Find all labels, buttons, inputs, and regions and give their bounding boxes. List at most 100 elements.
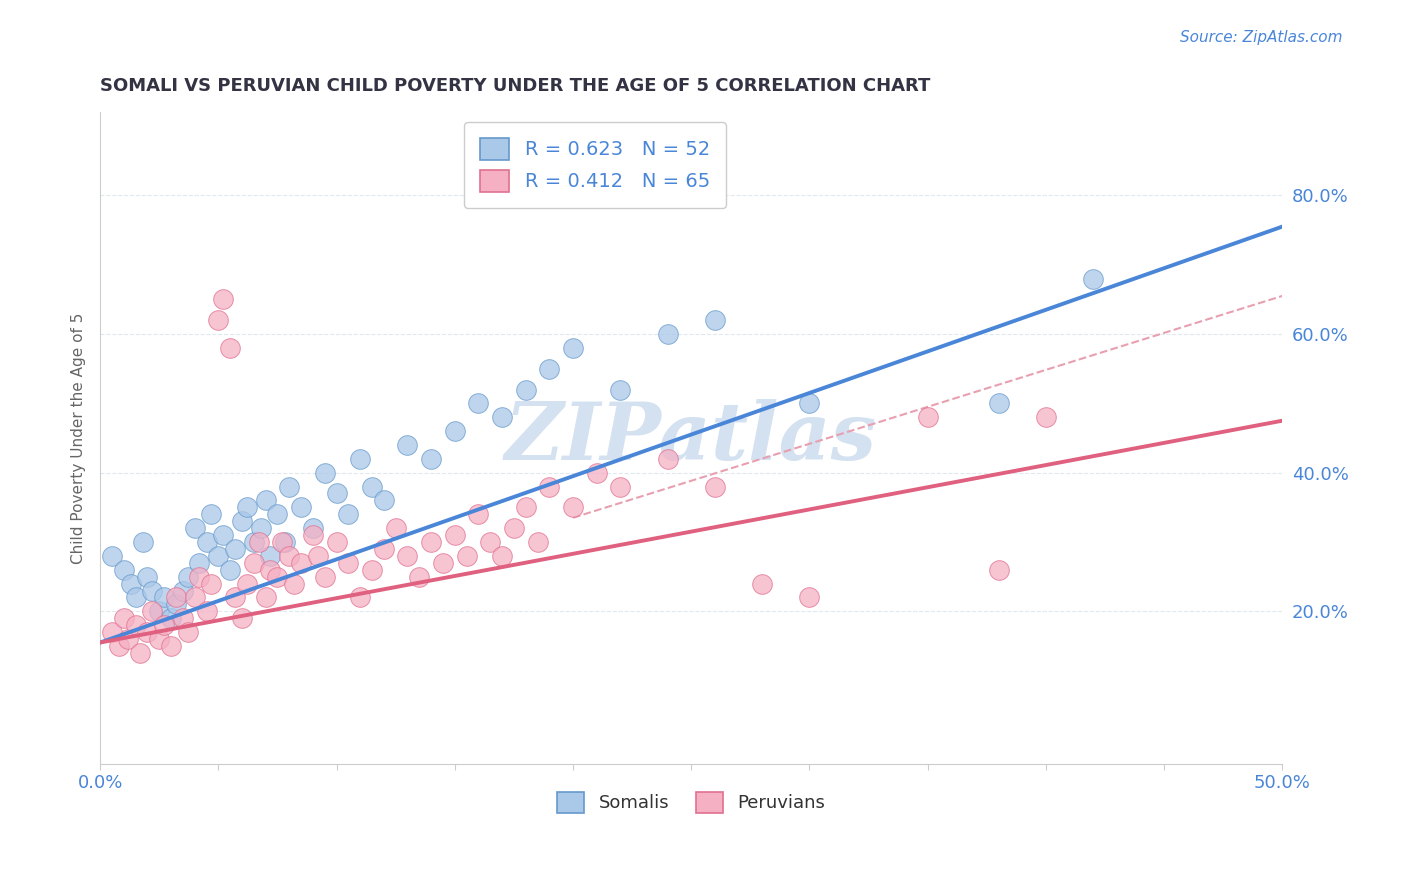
- Point: [224, 591, 246, 605]
- Point: [325, 535, 347, 549]
- Point: [247, 535, 270, 549]
- Point: [283, 576, 305, 591]
- Point: [443, 528, 465, 542]
- Point: [278, 479, 301, 493]
- Point: [751, 576, 773, 591]
- Point: [703, 313, 725, 327]
- Point: [290, 500, 312, 515]
- Point: [124, 591, 146, 605]
- Point: [502, 521, 524, 535]
- Point: [337, 508, 360, 522]
- Point: [212, 528, 235, 542]
- Point: [373, 541, 395, 556]
- Point: [271, 535, 294, 549]
- Point: [467, 508, 489, 522]
- Point: [361, 479, 384, 493]
- Legend: Somalis, Peruvians: Somalis, Peruvians: [550, 785, 832, 820]
- Point: [136, 625, 159, 640]
- Point: [585, 466, 607, 480]
- Point: [212, 293, 235, 307]
- Point: [231, 611, 253, 625]
- Point: [131, 535, 153, 549]
- Point: [290, 556, 312, 570]
- Point: [172, 611, 194, 625]
- Point: [325, 486, 347, 500]
- Point: [183, 521, 205, 535]
- Point: [609, 479, 631, 493]
- Point: [266, 569, 288, 583]
- Point: [188, 556, 211, 570]
- Point: [250, 521, 273, 535]
- Point: [108, 639, 131, 653]
- Point: [456, 549, 478, 563]
- Point: [526, 535, 548, 549]
- Point: [243, 535, 266, 549]
- Point: [396, 438, 419, 452]
- Point: [148, 632, 170, 646]
- Point: [219, 341, 242, 355]
- Point: [384, 521, 406, 535]
- Point: [562, 500, 585, 515]
- Point: [141, 583, 163, 598]
- Point: [165, 591, 187, 605]
- Point: [443, 424, 465, 438]
- Point: [124, 618, 146, 632]
- Point: [160, 639, 183, 653]
- Point: [420, 535, 443, 549]
- Point: [349, 451, 371, 466]
- Point: [307, 549, 329, 563]
- Point: [195, 535, 218, 549]
- Point: [314, 569, 336, 583]
- Point: [1081, 271, 1104, 285]
- Point: [231, 514, 253, 528]
- Point: [491, 549, 513, 563]
- Point: [235, 500, 257, 515]
- Point: [538, 361, 561, 376]
- Point: [165, 598, 187, 612]
- Point: [373, 493, 395, 508]
- Point: [337, 556, 360, 570]
- Point: [799, 396, 821, 410]
- Point: [101, 549, 124, 563]
- Point: [195, 604, 218, 618]
- Point: [254, 493, 277, 508]
- Point: [235, 576, 257, 591]
- Point: [479, 535, 502, 549]
- Point: [183, 591, 205, 605]
- Point: [200, 508, 222, 522]
- Point: [172, 583, 194, 598]
- Point: [432, 556, 454, 570]
- Point: [207, 549, 229, 563]
- Text: Source: ZipAtlas.com: Source: ZipAtlas.com: [1180, 30, 1343, 45]
- Point: [266, 508, 288, 522]
- Point: [491, 410, 513, 425]
- Point: [224, 541, 246, 556]
- Point: [987, 563, 1010, 577]
- Point: [917, 410, 939, 425]
- Point: [148, 604, 170, 618]
- Point: [349, 591, 371, 605]
- Point: [141, 604, 163, 618]
- Point: [278, 549, 301, 563]
- Point: [120, 576, 142, 591]
- Point: [987, 396, 1010, 410]
- Point: [1035, 410, 1057, 425]
- Point: [538, 479, 561, 493]
- Point: [129, 646, 152, 660]
- Point: [243, 556, 266, 570]
- Point: [117, 632, 139, 646]
- Point: [136, 569, 159, 583]
- Point: [200, 576, 222, 591]
- Point: [219, 563, 242, 577]
- Point: [176, 625, 198, 640]
- Point: [188, 569, 211, 583]
- Point: [112, 563, 135, 577]
- Point: [207, 313, 229, 327]
- Point: [515, 383, 537, 397]
- Point: [259, 549, 281, 563]
- Point: [396, 549, 419, 563]
- Point: [254, 591, 277, 605]
- Point: [302, 528, 325, 542]
- Point: [112, 611, 135, 625]
- Text: SOMALI VS PERUVIAN CHILD POVERTY UNDER THE AGE OF 5 CORRELATION CHART: SOMALI VS PERUVIAN CHILD POVERTY UNDER T…: [100, 78, 931, 95]
